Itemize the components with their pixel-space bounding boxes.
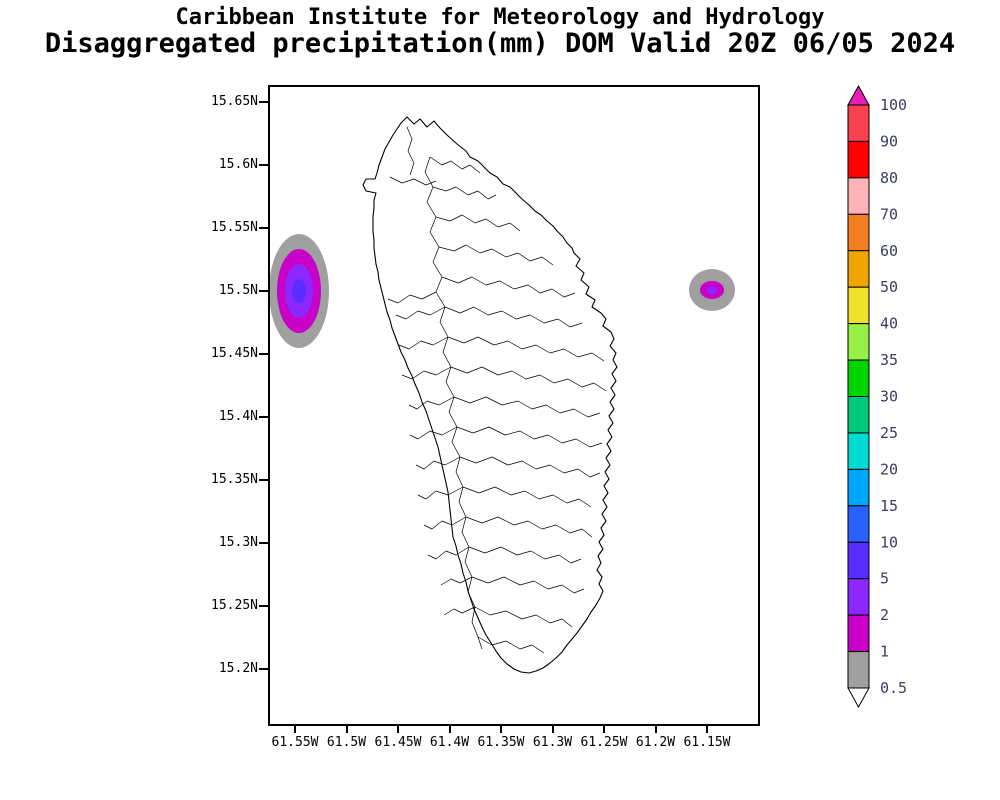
lat-tick-label: 15.5N <box>218 283 258 298</box>
colorbar-segment <box>847 578 870 616</box>
lat-tick-mark <box>259 353 268 355</box>
lon-tick-mark <box>448 724 451 733</box>
lat-tick-label: 15.45N <box>211 346 258 361</box>
colorbar-segment <box>847 323 870 361</box>
colorbar-label: 15 <box>880 497 898 515</box>
colorbar-segment <box>847 359 870 397</box>
lon-tick-mark <box>654 724 657 733</box>
lat-tick-mark <box>259 668 268 670</box>
lon-tick-label: 61.35W <box>477 735 525 750</box>
lon-tick-label: 61.4W <box>429 735 470 750</box>
colorbar-label: 100 <box>880 96 907 114</box>
colorbar-segment <box>847 614 870 653</box>
colorbar-segment <box>847 505 870 543</box>
map-frame <box>268 85 760 726</box>
colorbar-label: 80 <box>880 169 898 187</box>
lat-tick-mark <box>259 164 268 166</box>
colorbar: 100 90 80 70 60 50 40 35 30 25 20 15 10 5 2 1 0.5 <box>846 82 966 732</box>
colorbar-segment <box>847 177 870 215</box>
colorbar-segment <box>847 468 870 507</box>
colorbar-segment <box>847 432 870 470</box>
lat-tick-label: 15.65N <box>211 94 258 109</box>
institute-title: Caribbean Institute for Meteorology and … <box>175 5 825 30</box>
lat-tick-mark <box>259 542 268 544</box>
colorbar-label: 50 <box>880 278 898 296</box>
west-offshore-precip-cell-ring-5-10mm <box>292 279 306 303</box>
lat-tick-label: 15.25N <box>211 598 258 613</box>
colorbar-segment <box>847 140 870 179</box>
watershed-lines <box>387 126 607 654</box>
lon-tick-mark <box>397 724 399 733</box>
lat-tick-mark <box>259 101 268 103</box>
plot-title: Disaggregated precipitation(mm) DOM Vali… <box>44 28 956 59</box>
lon-tick-label: 61.15W <box>683 735 731 750</box>
colorbar-label: 5 <box>880 570 889 588</box>
lat-tick-mark <box>259 416 268 418</box>
lat-tick-label: 15.4N <box>218 409 258 424</box>
colorbar-label: 40 <box>880 315 898 333</box>
colorbar-label: 35 <box>880 351 898 369</box>
colorbar-segment <box>847 213 870 252</box>
dominica-coastline <box>362 116 618 674</box>
lat-tick-mark <box>259 227 268 229</box>
lat-tick-label: 15.55N <box>211 220 258 235</box>
lon-tick-label: 61.25W <box>580 735 628 750</box>
dominica-map <box>270 116 735 674</box>
colorbar-label: 2 <box>880 606 889 624</box>
precip-shading <box>270 234 735 348</box>
colorbar-segment <box>847 651 870 689</box>
lon-tick-label: 61.3W <box>532 735 573 750</box>
colorbar-above-max-arrow <box>847 84 870 106</box>
lat-tick-label: 15.2N <box>218 661 258 676</box>
colorbar-label: 1 <box>880 643 889 661</box>
colorbar-label: 90 <box>880 132 898 150</box>
colorbar-segment <box>847 104 870 142</box>
colorbar-segment <box>847 286 870 325</box>
lon-tick-mark <box>294 724 296 733</box>
colorbar-label: 0.5 <box>880 679 907 697</box>
colorbar-segment <box>847 250 870 288</box>
lon-tick-label: 61.2W <box>635 735 676 750</box>
colorbar-label: 20 <box>880 460 898 478</box>
colorbar-label: 10 <box>880 533 898 551</box>
lon-tick-label: 61.5W <box>326 735 367 750</box>
colorbar-label: 60 <box>880 242 898 260</box>
colorbar-label: 30 <box>880 388 898 406</box>
lat-tick-label: 15.35N <box>211 472 258 487</box>
lon-tick-mark <box>603 724 605 733</box>
colorbar-below-min-arrow <box>847 687 870 709</box>
lon-tick-label: 61.45W <box>374 735 422 750</box>
east-offshore-precip-cell-ring-2-5mm <box>707 286 717 294</box>
lat-tick-mark <box>259 290 268 292</box>
lat-tick-mark <box>259 479 268 481</box>
lat-tick-label: 15.3N <box>218 535 258 550</box>
lon-tick-mark <box>345 724 348 733</box>
lon-tick-mark <box>706 724 708 733</box>
colorbar-label: 70 <box>880 205 898 223</box>
colorbar-scale: 100 90 80 70 60 50 40 35 30 25 20 15 10 5 2 1 0.5 <box>847 84 907 709</box>
lon-tick-mark <box>551 724 554 733</box>
lon-tick-label: 61.55W <box>271 735 319 750</box>
lon-tick-mark <box>500 724 502 733</box>
colorbar-label: 25 <box>880 424 898 442</box>
lat-tick-mark <box>259 605 268 607</box>
colorbar-segment <box>847 396 870 434</box>
colorbar-segment <box>847 541 870 580</box>
lat-tick-label: 15.6N <box>218 157 258 172</box>
